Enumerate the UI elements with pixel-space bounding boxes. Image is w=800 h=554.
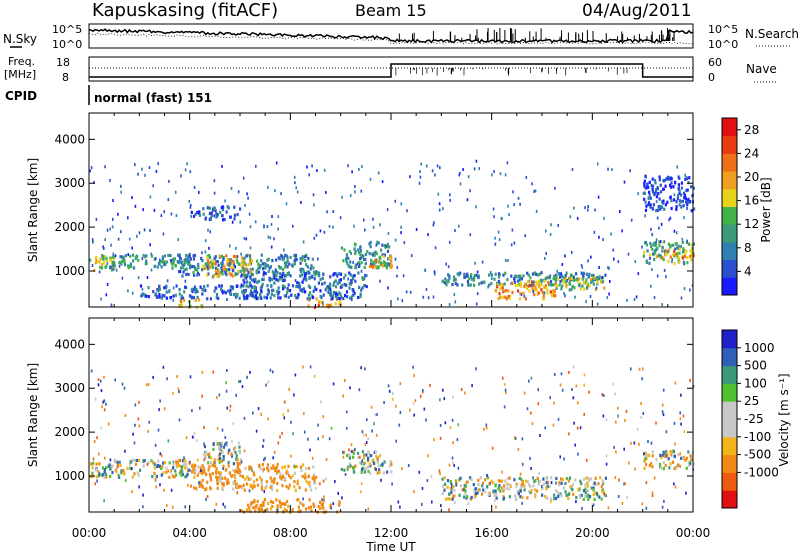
power-colorbar-tick: 16: [744, 194, 759, 208]
velocity-colorbar-tick: 500: [744, 359, 767, 373]
cpid-mode: normal (fast) 151: [94, 91, 212, 105]
power-colorbar-tick: 8: [744, 241, 752, 255]
date-label: 04/Aug/2011: [582, 1, 692, 21]
nave-tick-high: 60: [708, 56, 722, 69]
power-panel: 1000 2000 3000 4000 Slant Range [km]: [26, 112, 696, 310]
power-colorbar-tick: 12: [744, 217, 759, 231]
freq-panel: Freq. [MHz] 18 8 60 0 Nave: [4, 55, 777, 84]
velocity-ytick-label: 1000: [54, 469, 85, 483]
velocity-colorbar-tick: -500: [744, 448, 771, 462]
power-ytick-label: 3000: [54, 176, 85, 190]
nave-label: Nave: [746, 62, 777, 76]
x-tick-label: 00:00: [72, 526, 107, 540]
noise-search-label: N.Search: [745, 27, 799, 41]
beam-label: Beam 15: [355, 1, 427, 20]
power-ylabel: Slant Range [km]: [26, 158, 40, 262]
velocity-colorbar: 1000 500 100 25 -25 -100 -500 -1000 Velocity [m…: [721, 329, 791, 509]
power-colorbar-tick: 24: [744, 146, 759, 160]
x-tick-label: 20:00: [575, 526, 610, 540]
freq-tick-low: 8: [62, 71, 69, 84]
power-colorbar: 4 8 12 16 20 24 28 Power [dB]: [721, 117, 773, 296]
velocity-ytick-label: 2000: [54, 425, 85, 439]
noise-right-tick-low: 10^0: [708, 38, 738, 51]
noise-right-tick-high: 10^5: [708, 23, 738, 36]
velocity-colorbar-tick: -25: [744, 412, 764, 426]
velocity-panel: 1000 2000 3000 4000 Slant Range [km]: [26, 317, 695, 514]
noise-panel: N.Sky 10^5 10^0 10^5 10^0 N.Search: [3, 23, 799, 51]
noise-left-tick-low: 10^0: [52, 38, 82, 51]
power-colorbar-tick: 20: [744, 170, 759, 184]
velocity-colorbar-tick: 25: [744, 394, 759, 408]
x-tick-label: 08:00: [273, 526, 308, 540]
noise-left-tick-high: 10^5: [52, 23, 82, 36]
freq-unit-label: [MHz]: [4, 68, 36, 81]
velocity-data: [89, 365, 695, 514]
velocity-ytick-label: 4000: [54, 337, 85, 351]
cpid-label: CPID: [5, 89, 37, 103]
velocity-ytick-label: 3000: [54, 381, 85, 395]
noise-sky-label: N.Sky: [3, 32, 37, 46]
velocity-ylabel: Slant Range [km]: [26, 363, 40, 467]
noise-trace: [88, 28, 694, 45]
velocity-colorbar-tick: -1000: [744, 465, 779, 479]
x-tick-label: 16:00: [474, 526, 509, 540]
velocity-colorbar-tick: -100: [744, 430, 771, 444]
x-tick-label: 00:00: [676, 526, 711, 540]
power-ytick-label: 2000: [54, 220, 85, 234]
freq-trace: [89, 63, 693, 78]
velocity-colorbar-label: Velocity [m s⁻¹]: [777, 373, 791, 466]
power-ytick-label: 4000: [54, 132, 85, 146]
power-colorbar-tick: 28: [744, 123, 759, 137]
nave-tick-low: 0: [708, 71, 715, 84]
freq-label: Freq.: [8, 55, 35, 68]
power-colorbar-tick: 4: [744, 264, 752, 278]
x-tick-label: 12:00: [374, 526, 409, 540]
velocity-colorbar-tick: 100: [744, 376, 767, 390]
x-axis-title: Time UT: [365, 540, 416, 554]
x-tick-label: 04:00: [172, 526, 207, 540]
site-title: Kapuskasing (fitACF): [92, 0, 278, 21]
velocity-colorbar-tick: 1000: [744, 341, 775, 355]
power-data: [89, 159, 696, 310]
power-colorbar-label: Power [dB]: [759, 177, 773, 242]
power-ytick-label: 1000: [54, 264, 85, 278]
freq-tick-high: 18: [56, 56, 70, 69]
